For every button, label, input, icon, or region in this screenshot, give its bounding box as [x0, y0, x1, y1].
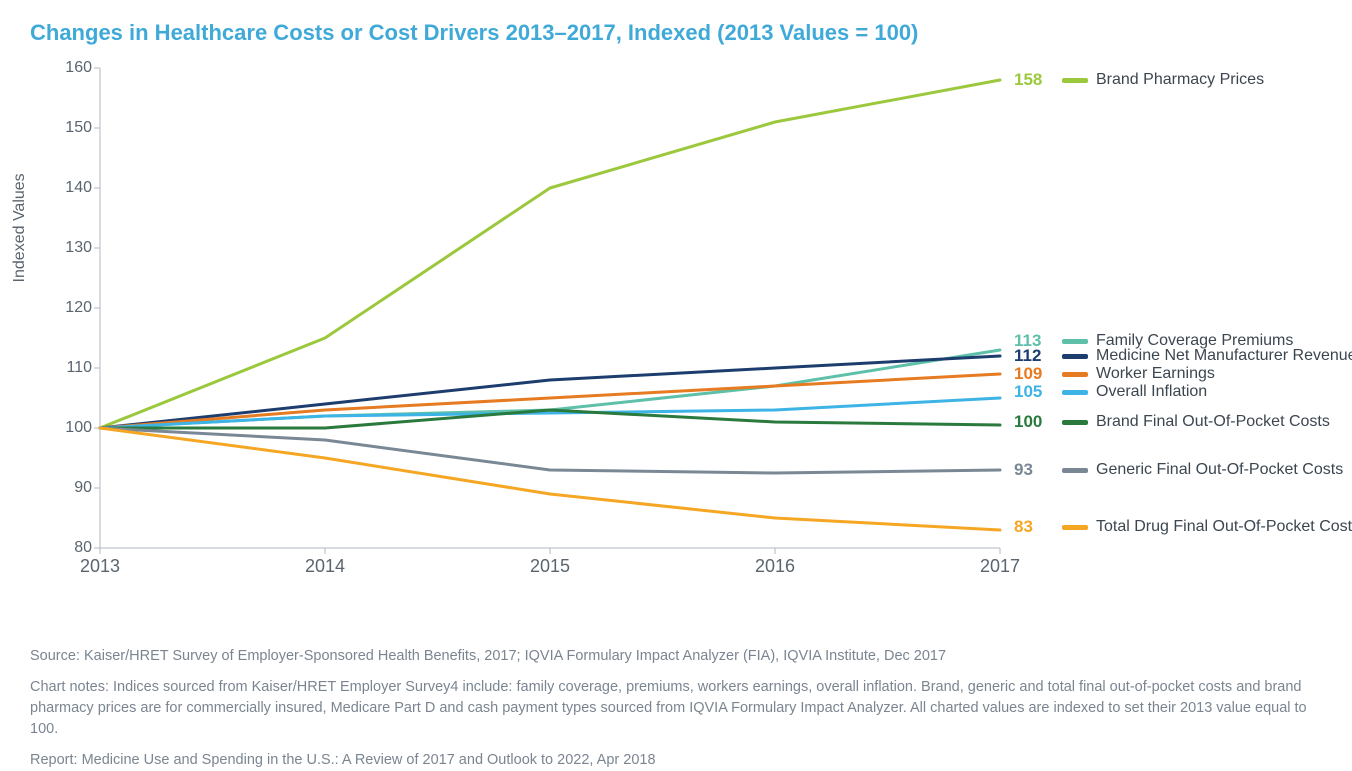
legend-swatch: [1062, 372, 1088, 377]
legend-item: Medicine Net Manufacturer Revenues: [1062, 347, 1352, 365]
y-tick-label: 90: [74, 479, 92, 497]
legend-swatch: [1062, 525, 1088, 530]
y-tick-label: 150: [65, 119, 92, 137]
series-end-value: 112: [1014, 346, 1041, 366]
x-tick-label: 2015: [530, 556, 570, 577]
series-end-value: 100: [1014, 412, 1042, 432]
legend-label: Brand Final Out-Of-Pocket Costs: [1096, 413, 1330, 431]
y-tick-label: 110: [66, 359, 92, 377]
legend-swatch: [1062, 420, 1088, 425]
legend-swatch: [1062, 78, 1088, 83]
footer-notes: Chart notes: Indices sourced from Kaiser…: [30, 677, 1322, 740]
chart-svg: [100, 68, 1000, 548]
legend-label: Worker Earnings: [1096, 365, 1215, 383]
y-tick-label: 160: [65, 59, 92, 77]
legend-swatch: [1062, 468, 1088, 473]
x-tick-label: 2017: [980, 556, 1020, 577]
y-tick-label: 140: [65, 179, 92, 197]
y-tick-label: 120: [65, 299, 92, 317]
x-tick-label: 2016: [755, 556, 795, 577]
legend-label: Brand Pharmacy Prices: [1096, 71, 1264, 89]
series-end-value: 109: [1014, 364, 1042, 384]
legend-item: Brand Pharmacy Prices: [1062, 71, 1264, 89]
chart-title: Changes in Healthcare Costs or Cost Driv…: [30, 20, 1322, 46]
legend-label: Total Drug Final Out-Of-Pocket Costs: [1096, 518, 1352, 536]
series-end-value: 105: [1014, 382, 1042, 402]
footer-report: Report: Medicine Use and Spending in the…: [30, 750, 1322, 771]
legend-item: Worker Earnings: [1062, 365, 1215, 383]
series-end-value: 93: [1014, 460, 1033, 480]
legend-label: Medicine Net Manufacturer Revenues: [1096, 347, 1352, 365]
chart-area: Indexed Values 8090100110120130140150160…: [30, 58, 1320, 598]
y-tick-label: 100: [65, 419, 92, 437]
footer-source: Source: Kaiser/HRET Survey of Employer-S…: [30, 646, 1322, 667]
legend-item: Overall Inflation: [1062, 383, 1207, 401]
x-tick-label: 2014: [305, 556, 345, 577]
legend-item: Total Drug Final Out-Of-Pocket Costs: [1062, 518, 1352, 536]
series-end-value: 83: [1014, 517, 1033, 537]
series-line: [100, 80, 1000, 428]
legend-label: Overall Inflation: [1096, 383, 1207, 401]
series-line: [100, 428, 1000, 473]
series-line: [100, 428, 1000, 530]
chart-footer: Source: Kaiser/HRET Survey of Employer-S…: [30, 646, 1322, 771]
y-tick-label: 130: [65, 239, 92, 257]
y-tick-label: 80: [74, 539, 92, 557]
legend-swatch: [1062, 354, 1088, 359]
legend-swatch: [1062, 390, 1088, 395]
y-axis-label: Indexed Values: [11, 173, 29, 282]
legend-swatch: [1062, 339, 1088, 344]
series-end-value: 158: [1014, 70, 1042, 90]
legend-label: Generic Final Out-Of-Pocket Costs: [1096, 461, 1343, 479]
x-tick-label: 2013: [80, 556, 120, 577]
legend-item: Brand Final Out-Of-Pocket Costs: [1062, 413, 1330, 431]
legend-item: Generic Final Out-Of-Pocket Costs: [1062, 461, 1343, 479]
plot-region: 8090100110120130140150160201320142015201…: [100, 68, 1000, 548]
